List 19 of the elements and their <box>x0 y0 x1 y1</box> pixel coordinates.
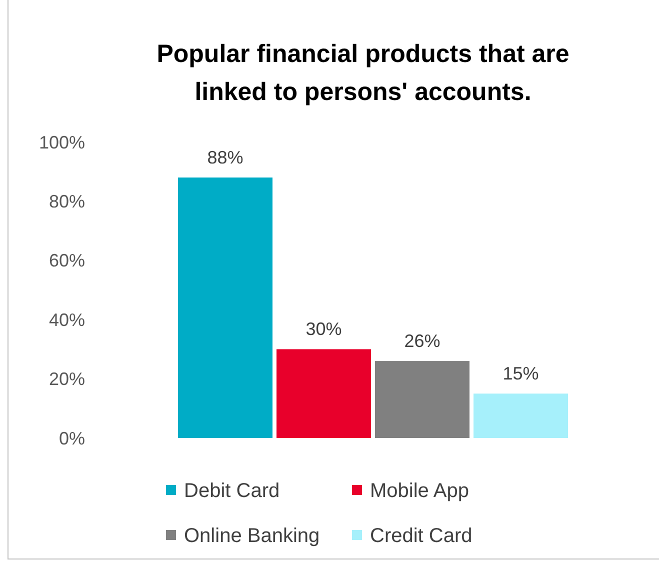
y-tick-label: 80% <box>48 192 85 212</box>
bar <box>474 394 568 438</box>
y-tick-label: 100% <box>38 132 85 152</box>
data-label: 26% <box>404 331 440 352</box>
y-tick-label: 40% <box>48 310 85 330</box>
data-label: 15% <box>502 364 539 384</box>
y-tick-label: 20% <box>48 369 85 390</box>
chart-title: Popular financial products that are linked to persons' accounts. <box>156 40 570 106</box>
legend-label: Mobile App <box>370 480 469 502</box>
bar <box>276 349 371 438</box>
y-tick-label: 0% <box>58 428 85 448</box>
data-label: 88% <box>207 148 244 168</box>
bar <box>178 178 272 438</box>
legend-label: Debit Card <box>184 480 280 502</box>
legend-label: Credit Card <box>370 525 472 547</box>
legend-label: Online Banking <box>184 525 320 547</box>
y-tick-label: 60% <box>48 250 85 271</box>
bar <box>375 361 470 438</box>
data-label: 30% <box>306 319 342 340</box>
